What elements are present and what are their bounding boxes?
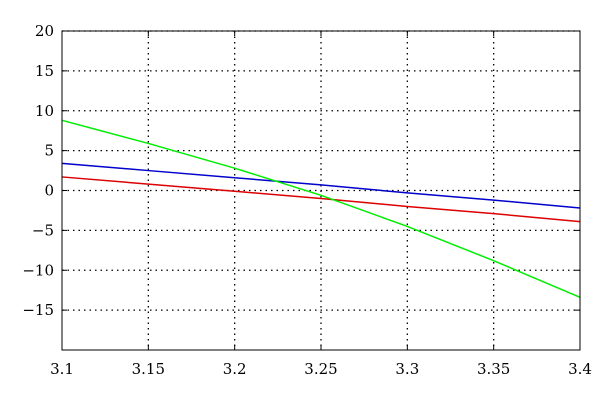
y-tick-label: 0	[44, 182, 54, 200]
x-tick-label: 3.1	[50, 360, 74, 378]
series-layer	[61, 119, 581, 299]
y-tick-label: −5	[32, 221, 54, 239]
x-tick-label: 3.35	[477, 360, 510, 378]
axis-ticks	[61, 30, 581, 350]
series-line-green	[61, 119, 581, 299]
y-axis-tick-labels: −15 −10 −5 0 5 10 15 20	[22, 22, 54, 319]
y-tick-label: 10	[35, 102, 54, 120]
y-tick-label: −10	[22, 261, 54, 279]
x-tick-label: 3.3	[395, 360, 419, 378]
y-tick-label: 20	[35, 22, 54, 40]
x-tick-label: 3.15	[132, 360, 165, 378]
y-tick-label: −15	[22, 301, 54, 319]
x-tick-label: 3.25	[304, 360, 337, 378]
x-tick-label: 3.2	[223, 360, 247, 378]
y-tick-label: 15	[35, 62, 54, 80]
x-axis-tick-labels: 3.1 3.15 3.2 3.25 3.3 3.35 3.4	[50, 360, 592, 378]
x-tick-label: 3.4	[568, 360, 592, 378]
series-line-blue	[61, 162, 581, 209]
grid	[62, 30, 580, 350]
y-tick-label: 5	[44, 142, 54, 160]
series-line-red	[61, 176, 581, 223]
